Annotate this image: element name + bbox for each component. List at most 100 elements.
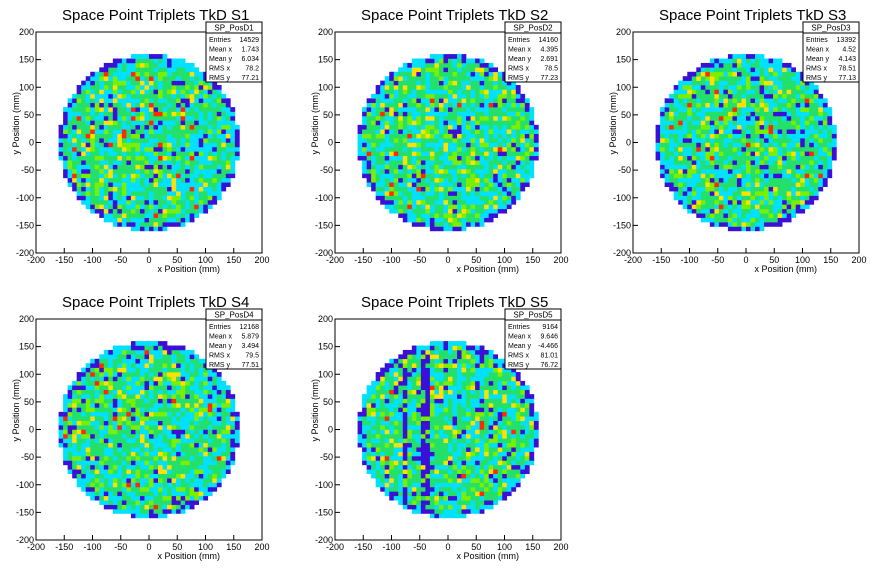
heatmap-cell xyxy=(81,142,87,148)
heatmap-cell xyxy=(185,478,190,483)
heatmap-cell xyxy=(366,124,372,130)
heatmap-cell xyxy=(99,433,105,439)
heatmap-cell xyxy=(727,107,733,112)
heatmap-cell xyxy=(416,107,422,112)
heatmap-cell xyxy=(185,177,190,183)
heatmap-cell xyxy=(67,164,73,170)
heatmap-cell xyxy=(58,425,64,430)
heatmap-cell xyxy=(198,195,204,201)
heatmap-cell xyxy=(99,425,105,430)
heatmap-cell xyxy=(411,71,417,77)
heatmap-cell xyxy=(162,469,168,474)
heatmap-cell xyxy=(94,133,100,139)
heatmap-cell xyxy=(380,129,386,134)
heatmap-cell xyxy=(669,98,674,104)
heatmap-cell xyxy=(180,456,186,461)
heatmap-cell xyxy=(429,62,435,68)
heatmap-cell xyxy=(153,177,159,183)
heatmap-cell xyxy=(759,102,765,108)
heatmap-cell xyxy=(112,349,118,355)
heatmap-cell xyxy=(180,380,186,386)
heatmap-cell xyxy=(479,76,485,81)
heatmap-cell xyxy=(108,204,114,210)
heatmap-cell xyxy=(99,438,105,444)
heatmap-cell xyxy=(700,213,706,218)
heatmap-cell xyxy=(167,504,172,510)
heatmap-cell xyxy=(484,102,489,108)
heatmap-cell xyxy=(149,222,154,227)
heatmap-cell xyxy=(389,195,395,201)
heatmap-cell xyxy=(135,482,141,488)
heatmap-cell xyxy=(475,199,480,205)
heatmap-cell xyxy=(389,89,395,95)
heatmap-cell xyxy=(723,182,729,187)
heatmap-cell xyxy=(425,199,431,205)
heatmap-cell xyxy=(117,478,123,483)
heatmap-cell xyxy=(121,111,127,117)
heatmap-cell xyxy=(705,93,711,99)
heatmap-cell xyxy=(216,89,222,95)
heatmap-cell xyxy=(230,146,236,152)
heatmap-cell xyxy=(736,111,742,117)
heatmap-cell xyxy=(103,429,109,435)
heatmap-cell xyxy=(153,102,159,108)
heatmap-cell xyxy=(479,195,485,201)
heatmap-cell xyxy=(804,138,810,143)
heatmap-cell xyxy=(139,107,145,112)
heatmap-cell xyxy=(112,469,118,474)
heatmap-cell xyxy=(167,208,172,214)
heatmap-cell xyxy=(126,478,132,483)
heatmap-cell xyxy=(687,98,693,104)
heatmap-cell xyxy=(515,195,521,201)
heatmap-cell xyxy=(438,173,444,179)
heatmap-cell xyxy=(488,151,494,157)
heatmap-cell xyxy=(736,222,742,227)
heatmap-cell xyxy=(180,509,186,514)
heatmap-cell xyxy=(746,173,751,179)
heatmap-cell xyxy=(673,115,679,121)
heatmap-cell xyxy=(99,447,105,452)
heatmap-cell xyxy=(777,85,783,90)
heatmap-cell xyxy=(416,213,422,218)
heatmap-cell xyxy=(470,164,476,170)
heatmap-cell xyxy=(389,146,395,152)
heatmap-cell xyxy=(804,111,810,117)
heatmap-cell xyxy=(194,115,200,121)
heatmap-cell xyxy=(216,191,222,196)
heatmap-cell xyxy=(709,76,715,81)
heatmap-cell xyxy=(176,495,181,501)
heatmap-cell xyxy=(714,76,720,81)
heatmap-cell xyxy=(108,80,114,86)
heatmap-cell xyxy=(488,129,494,134)
heatmap-cell xyxy=(497,102,503,108)
heatmap-cell xyxy=(493,133,499,139)
heatmap-cell xyxy=(153,411,159,417)
heatmap-cell xyxy=(81,376,87,382)
heatmap-cell xyxy=(438,169,444,174)
heatmap-cell xyxy=(76,169,82,174)
heatmap-cell xyxy=(126,372,132,377)
heatmap-cell xyxy=(221,93,227,99)
heatmap-cell xyxy=(139,58,145,64)
heatmap-cell xyxy=(434,177,440,183)
heatmap-cell xyxy=(76,164,82,170)
heatmap-cell xyxy=(189,199,195,205)
heatmap-cell xyxy=(398,169,404,174)
heatmap-cell xyxy=(225,146,231,152)
heatmap-cell xyxy=(126,398,132,404)
heatmap-cell xyxy=(768,93,774,99)
heatmap-cell xyxy=(448,164,453,170)
heatmap-cell xyxy=(139,478,145,483)
heatmap-cell xyxy=(171,500,177,505)
heatmap-cell xyxy=(497,160,503,165)
heatmap-cell xyxy=(466,186,471,192)
heatmap-cell xyxy=(375,195,381,201)
heatmap-cell xyxy=(380,186,386,192)
heatmap-cell xyxy=(389,129,395,134)
heatmap-cell xyxy=(434,115,440,121)
heatmap-cell xyxy=(402,177,408,183)
heatmap-cell xyxy=(108,376,114,382)
heatmap-cell xyxy=(755,191,760,196)
heatmap-cell xyxy=(149,478,154,483)
heatmap-cell xyxy=(76,464,82,470)
